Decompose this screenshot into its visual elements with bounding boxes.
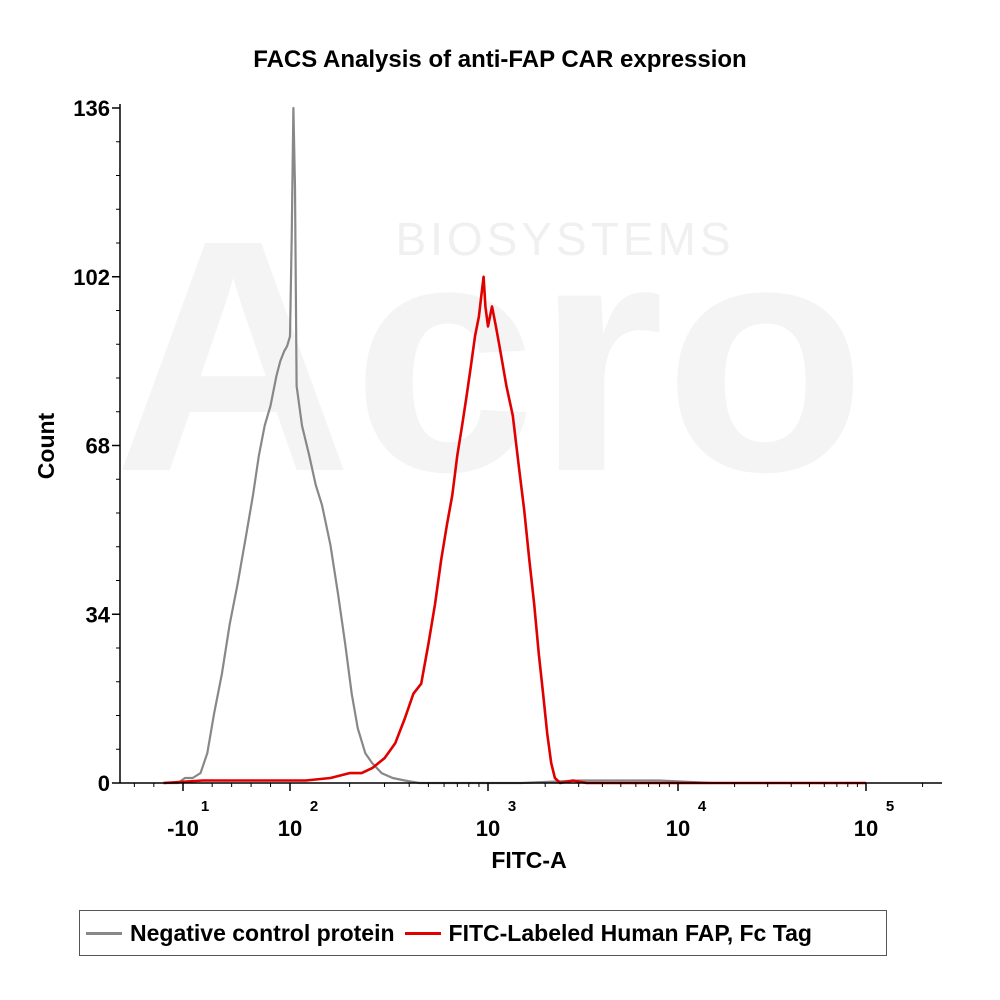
legend: Negative control protein FITC-Labeled Hu…: [79, 910, 887, 956]
x-tick-label-exponent: 2: [310, 798, 318, 815]
y-axis-label: Count: [33, 412, 59, 479]
x-tick-label-base: 10: [278, 816, 302, 841]
legend-line-fitc-fap: [404, 931, 441, 935]
legend-label-fitc-fap: FITC-Labeled Human FAP, Fc Tag: [448, 919, 812, 946]
chart-title: FACS Analysis of anti-FAP CAR expression: [253, 46, 747, 73]
x-tick-label-exponent: 1: [201, 798, 209, 815]
x-tick-label-base: 10: [476, 816, 500, 841]
x-tick-label-exponent: 5: [886, 798, 894, 815]
x-axis-label: FITC-A: [491, 847, 566, 873]
x-tick-label-base: -10: [167, 816, 199, 841]
series-layer: [163, 106, 866, 785]
legend-label-negative-control: Negative control protein: [130, 919, 395, 946]
series-line-fitc-fap: [163, 275, 866, 785]
x-tick-label-exponent: 4: [698, 798, 707, 815]
watermark-biosystems-text: BIOSYSTEMS: [395, 213, 734, 265]
y-tick-label: 0: [98, 771, 110, 796]
x-tick-label-base: 10: [854, 816, 878, 841]
legend-item-negative-control: Negative control protein: [86, 920, 395, 947]
legend-line-negative-control: [86, 931, 122, 935]
x-tick-label-exponent: 3: [508, 798, 516, 815]
series-line-negative-control: [163, 106, 712, 785]
y-tick-label: 68: [86, 434, 110, 459]
x-tick-label-base: 10: [666, 816, 690, 841]
watermark-acro-text: Acro: [114, 171, 866, 540]
y-tick-label: 136: [73, 96, 110, 121]
y-tick-label: 34: [86, 602, 111, 627]
y-tick-label: 102: [73, 265, 110, 290]
legend-item-fitc-fap: FITC-Labeled Human FAP, Fc Tag: [404, 919, 812, 947]
